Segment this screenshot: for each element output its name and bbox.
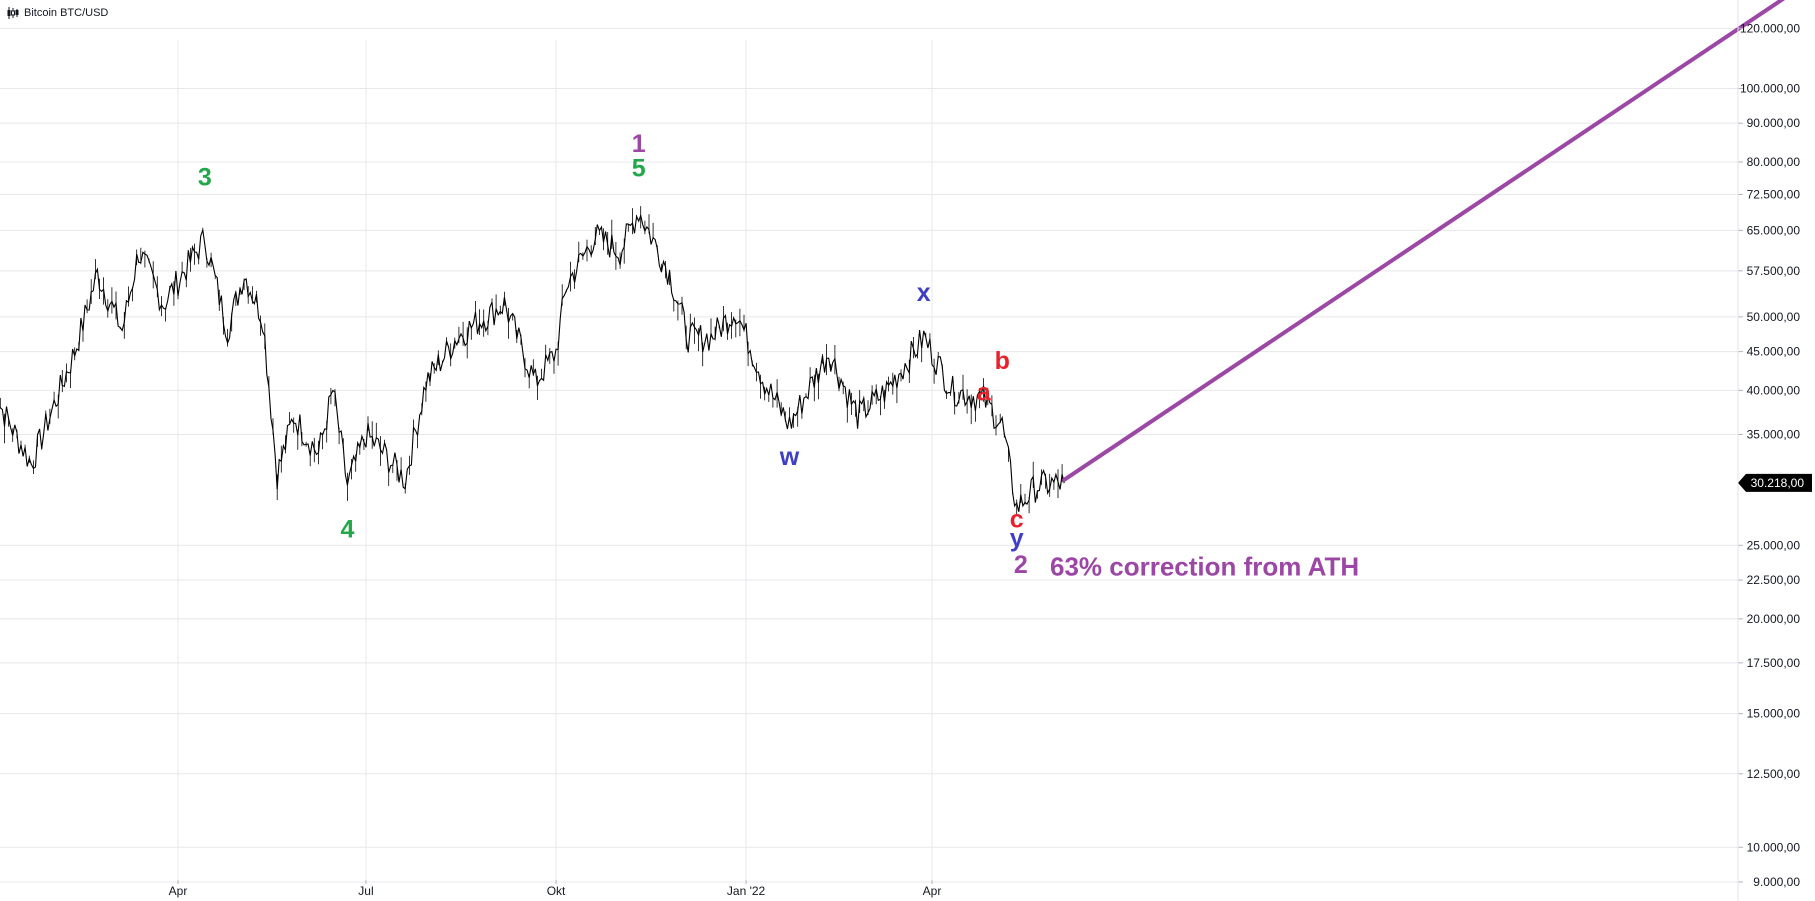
wave-label-x: x xyxy=(917,279,931,307)
price-axis[interactable]: 120.000,00 100.000,00 90.000,00 80.000,00 72… xyxy=(1737,0,1812,901)
y-tick-label: 90.000,00 xyxy=(1747,116,1801,130)
y-tick-label: 50.000,00 xyxy=(1747,310,1801,324)
annotation-layer: 63% correction from ATH xyxy=(1050,552,1359,582)
y-tick-label: 57.500,00 xyxy=(1747,264,1801,278)
grid xyxy=(0,27,1738,883)
wave-label-b: b xyxy=(995,347,1010,375)
wave-label-5: 5 xyxy=(632,155,646,183)
wave-label-1: 1 xyxy=(632,130,646,158)
current-price-tag: 30.218,00 xyxy=(1738,473,1812,492)
y-tick-label: 100.000,00 xyxy=(1740,81,1800,95)
y-tick-label: 35.000,00 xyxy=(1747,427,1801,441)
chart-header: Bitcoin BTC/USD xyxy=(6,4,108,22)
wave-label-4: 4 xyxy=(340,516,354,544)
x-tick-label: Apr xyxy=(923,884,942,898)
candlestick-chart-icon xyxy=(7,7,19,19)
x-tick-label: Apr xyxy=(169,884,188,898)
y-tick-label: 20.000,00 xyxy=(1747,612,1801,626)
y-tick-label: 9.000,00 xyxy=(1753,875,1800,889)
wave-label-3: 3 xyxy=(198,163,212,191)
y-tick-label: 15.000,00 xyxy=(1747,707,1801,721)
projection-line xyxy=(1062,0,1786,482)
y-tick-label: 45.000,00 xyxy=(1747,345,1801,359)
wave-label-a: a xyxy=(977,378,992,406)
y-tick-label: 40.000,00 xyxy=(1747,383,1801,397)
wave-label-c: c xyxy=(1010,505,1024,533)
wave-label-y: y xyxy=(1010,525,1024,553)
x-tick-label: Jan '22 xyxy=(727,884,766,898)
chart-title: Bitcoin BTC/USD xyxy=(24,7,109,19)
price-tag-bg xyxy=(1738,473,1812,492)
price-wicks xyxy=(0,206,1063,516)
y-tick-label: 25.000,00 xyxy=(1747,538,1801,552)
x-tick-label: Okt xyxy=(547,884,566,898)
time-axis[interactable]: Apr Jul Okt Jan '22 Apr xyxy=(169,880,942,898)
y-tick-label: 80.000,00 xyxy=(1747,155,1801,169)
price-line xyxy=(0,213,1065,512)
correction-annotation: 63% correction from ATH xyxy=(1050,552,1359,582)
projection-layer xyxy=(1062,0,1786,482)
y-tick-label: 22.500,00 xyxy=(1747,573,1801,587)
price-series xyxy=(0,206,1065,516)
y-tick-label: 72.500,00 xyxy=(1747,187,1801,201)
current-price-label: 30.218,00 xyxy=(1751,476,1805,490)
y-tick-label: 120.000,00 xyxy=(1740,21,1800,35)
y-tick-label: 10.000,00 xyxy=(1747,840,1801,854)
x-tick-label: Jul xyxy=(358,884,373,898)
y-tick-label: 17.500,00 xyxy=(1747,656,1801,670)
wave-labels: 3 4 15 w x ab cy2 xyxy=(198,130,1028,579)
wave-label-2: 2 xyxy=(1014,551,1028,579)
wave-label-w: w xyxy=(779,443,800,471)
y-tick-label: 12.500,00 xyxy=(1747,767,1801,781)
y-tick-label: 65.000,00 xyxy=(1747,223,1801,237)
